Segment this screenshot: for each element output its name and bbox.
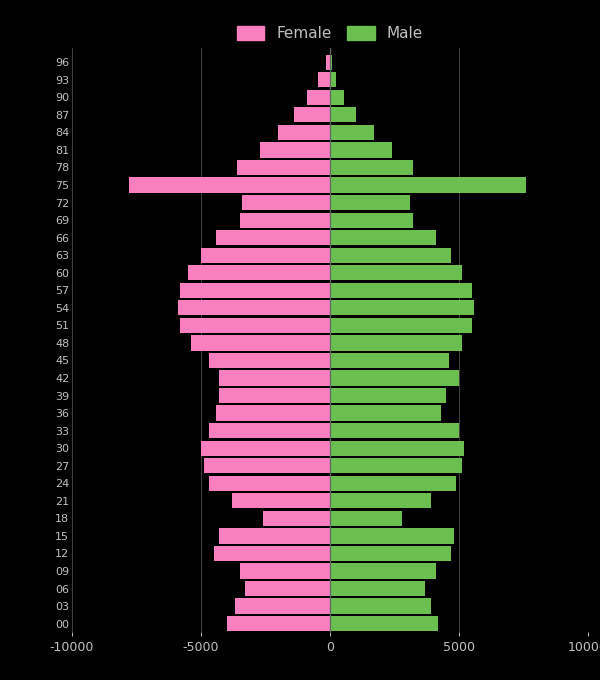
- Bar: [330, 230, 436, 245]
- Bar: [263, 511, 330, 526]
- Bar: [330, 301, 475, 316]
- Bar: [330, 213, 413, 228]
- Bar: [330, 54, 332, 70]
- Bar: [203, 458, 330, 473]
- Bar: [330, 177, 526, 192]
- Bar: [235, 598, 330, 613]
- Bar: [330, 598, 431, 613]
- Bar: [330, 371, 459, 386]
- Bar: [227, 616, 330, 631]
- Bar: [330, 528, 454, 543]
- Bar: [201, 441, 330, 456]
- Bar: [330, 493, 431, 509]
- Bar: [330, 616, 439, 631]
- Bar: [330, 72, 337, 87]
- Bar: [181, 318, 330, 333]
- Legend: Female, Male: Female, Male: [231, 20, 429, 48]
- Bar: [330, 423, 459, 438]
- Bar: [330, 441, 464, 456]
- Bar: [209, 353, 330, 368]
- Bar: [330, 142, 392, 158]
- Bar: [330, 564, 436, 579]
- Bar: [260, 142, 330, 158]
- Bar: [330, 511, 402, 526]
- Bar: [330, 546, 451, 561]
- Bar: [219, 371, 330, 386]
- Bar: [330, 405, 441, 421]
- Bar: [240, 564, 330, 579]
- Bar: [330, 335, 461, 350]
- Bar: [209, 423, 330, 438]
- Bar: [181, 283, 330, 298]
- Bar: [188, 265, 330, 280]
- Bar: [217, 230, 330, 245]
- Bar: [330, 458, 461, 473]
- Bar: [294, 107, 330, 122]
- Bar: [278, 125, 330, 140]
- Bar: [240, 213, 330, 228]
- Bar: [330, 388, 446, 403]
- Bar: [330, 107, 356, 122]
- Bar: [201, 248, 330, 262]
- Bar: [214, 546, 330, 561]
- Bar: [129, 177, 330, 192]
- Bar: [319, 72, 330, 87]
- Bar: [245, 581, 330, 596]
- Bar: [330, 476, 457, 491]
- Bar: [209, 476, 330, 491]
- Bar: [242, 195, 330, 210]
- Bar: [191, 335, 330, 350]
- Bar: [330, 160, 413, 175]
- Bar: [237, 160, 330, 175]
- Bar: [330, 195, 410, 210]
- Bar: [330, 248, 451, 262]
- Bar: [178, 301, 330, 316]
- Bar: [330, 125, 374, 140]
- Bar: [330, 283, 472, 298]
- Bar: [219, 388, 330, 403]
- Bar: [330, 265, 461, 280]
- Bar: [326, 54, 330, 70]
- Bar: [330, 318, 472, 333]
- Bar: [217, 405, 330, 421]
- Bar: [232, 493, 330, 509]
- Bar: [330, 353, 449, 368]
- Bar: [330, 90, 344, 105]
- Bar: [330, 581, 425, 596]
- Bar: [307, 90, 330, 105]
- Bar: [219, 528, 330, 543]
